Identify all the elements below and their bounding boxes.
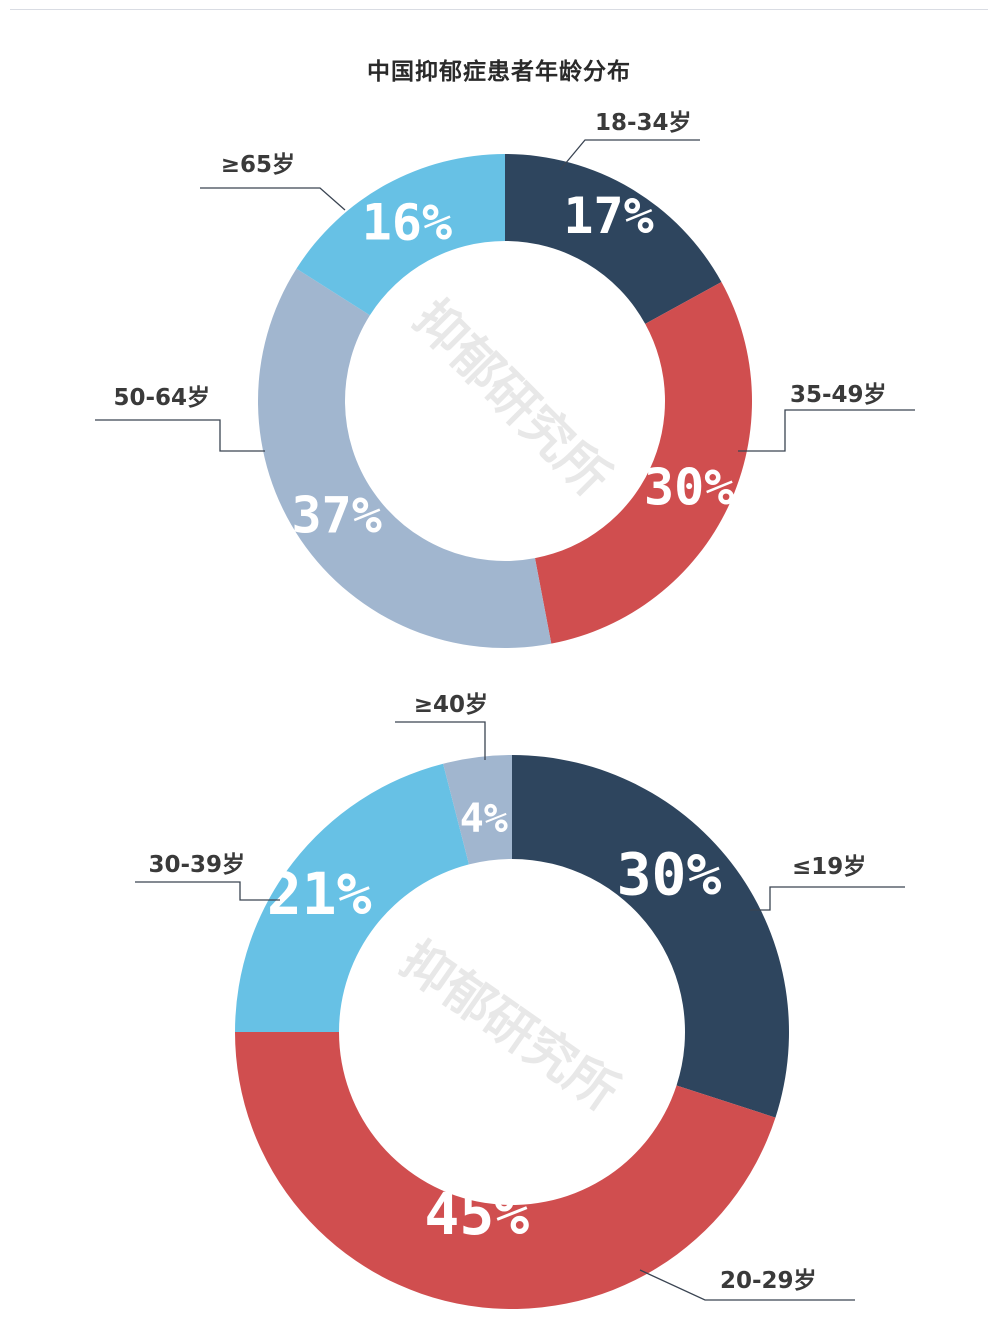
leader-line [95, 419, 265, 452]
leader-line [200, 187, 346, 211]
chart-title: 中国抑郁症患者年龄分布 [367, 59, 631, 85]
donut-slice [258, 268, 552, 648]
slice-value-label: 37% [292, 486, 382, 544]
donut-slice [534, 282, 752, 644]
slice-value-label: 16% [362, 194, 452, 252]
category-label: ≥65岁 [221, 151, 295, 178]
top-divider [10, 9, 988, 10]
donut-slice [505, 154, 722, 324]
watermark: 抑郁研究所 [391, 931, 629, 1122]
watermark: 抑郁研究所 [403, 289, 621, 507]
slice-value-label: 30% [644, 459, 734, 517]
leader-line [395, 721, 486, 760]
donut-chart-patient-age: 抑郁研究所 17% 30% 37% 16% 18-34岁 35-49岁 50-64岁 ≥65岁 [95, 109, 915, 648]
category-label: 20-29岁 [720, 1267, 817, 1294]
category-label: 18-34岁 [595, 109, 692, 136]
category-label: ≥40岁 [414, 691, 488, 718]
category-label: 30-39岁 [148, 851, 245, 878]
leader-line [738, 409, 915, 452]
donut-slice [235, 763, 469, 1032]
category-label: 50-64岁 [113, 384, 210, 411]
donut-slice [235, 1032, 776, 1309]
slice-value-label: 17% [563, 187, 653, 245]
category-label: ≤19岁 [792, 853, 866, 880]
slice-value-label: 45% [424, 1180, 529, 1248]
slice-value-label: 21% [267, 860, 372, 928]
category-label: 35-49岁 [790, 381, 887, 408]
leader-line [135, 881, 280, 901]
slice-value-label: 30% [617, 841, 722, 909]
donut-slice [296, 154, 505, 316]
slice-value-label: 4% [460, 796, 508, 842]
donut-chart-onset-age: 抑郁研究所 30% 45% 21% 4% ≤19岁 20-29岁 30-39岁 ≥40岁 [135, 691, 905, 1309]
leader-line [750, 886, 905, 911]
donut-slice [512, 755, 789, 1118]
donut-slice [443, 755, 512, 865]
leader-line [559, 139, 700, 171]
leader-line [639, 1269, 855, 1301]
